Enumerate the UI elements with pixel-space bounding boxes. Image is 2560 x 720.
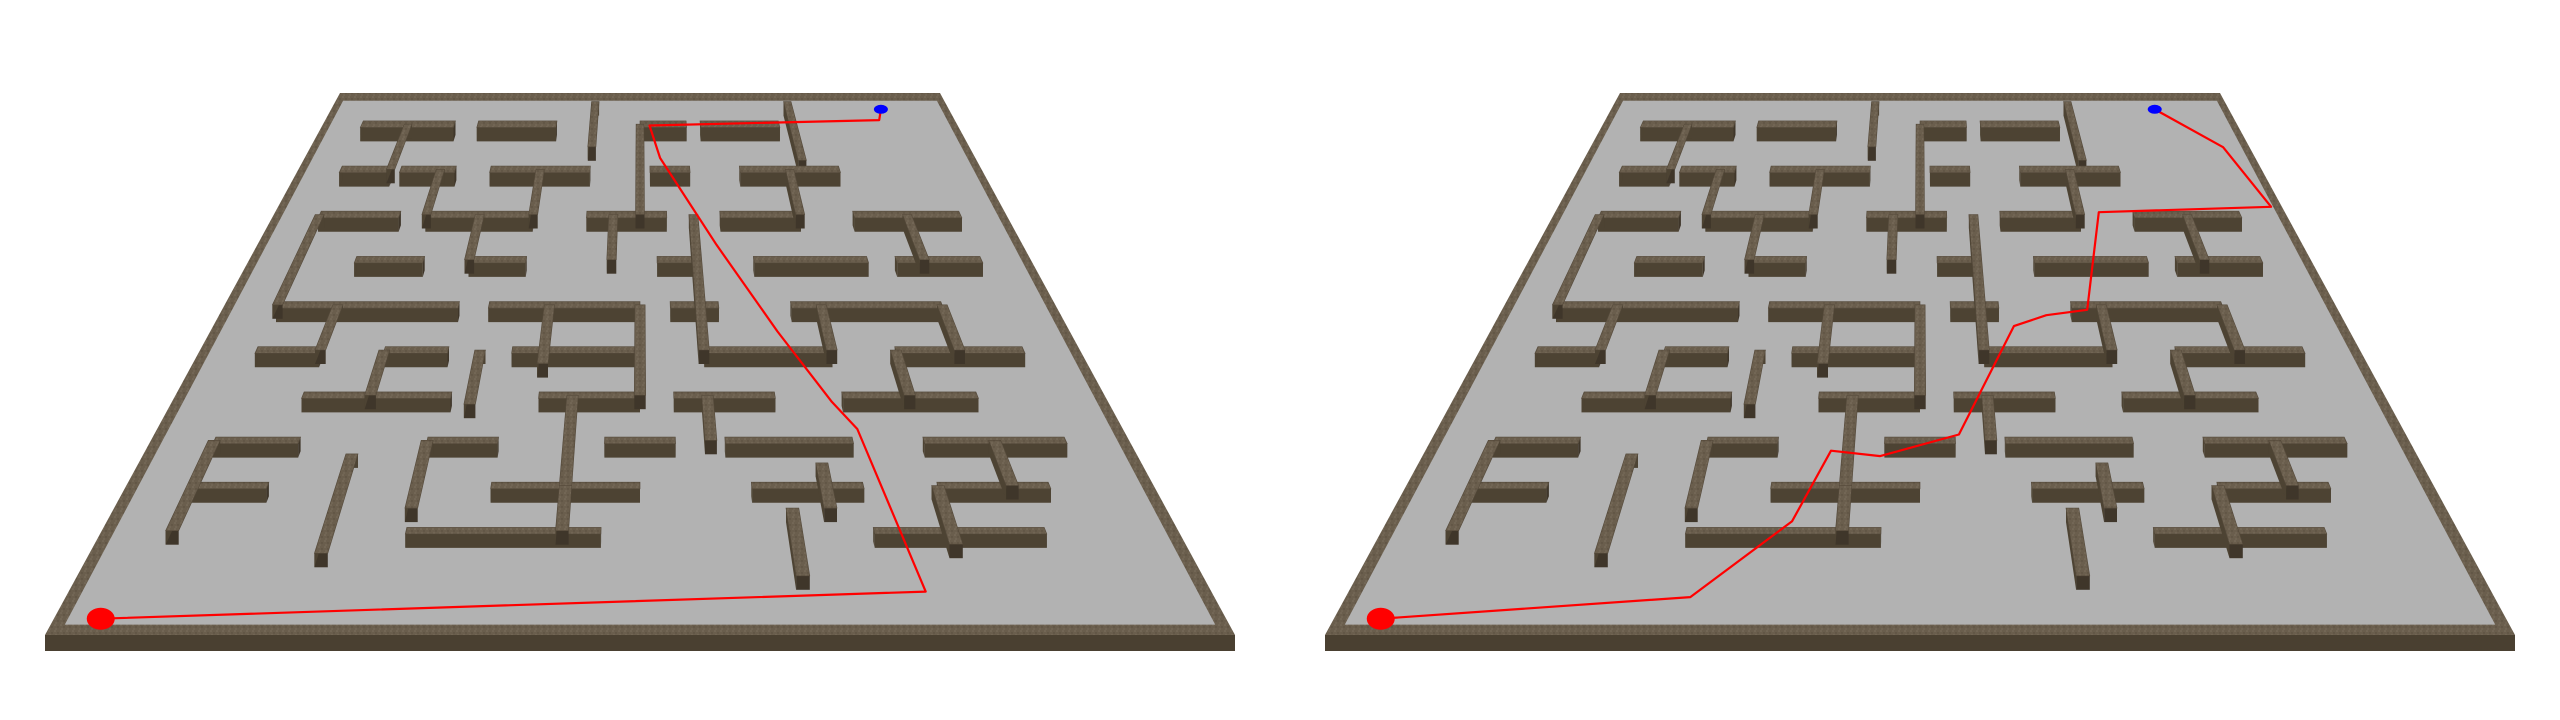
start-marker (1366, 607, 1395, 630)
goal-marker (2147, 104, 2162, 114)
solution-path (100, 109, 927, 620)
solution-path (1380, 108, 2273, 620)
maze-board-right (1325, 93, 2515, 651)
start-marker (86, 607, 115, 630)
maze-scene-left (45, 93, 1235, 651)
board-edge (1325, 635, 2515, 651)
maze-scene-right (1280, 0, 2560, 720)
maze-board-left (45, 93, 1235, 651)
maze-walls (165, 101, 1068, 590)
goal-marker (873, 104, 888, 114)
maze-walls (1445, 101, 2348, 590)
board-edge (45, 635, 1235, 651)
